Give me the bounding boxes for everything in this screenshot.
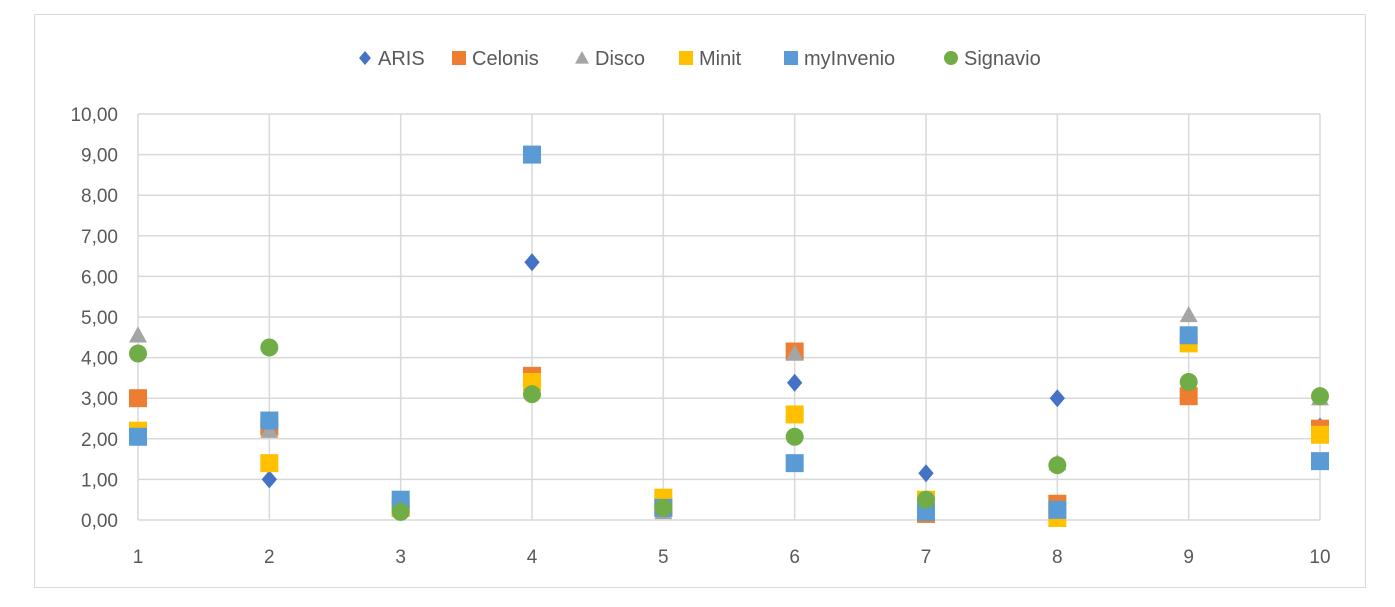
gridlines [137,113,1321,521]
y-tick-label: 9,00 [81,146,118,167]
signavio-point [785,427,804,446]
signavio-point [917,490,935,509]
y-tick-label: 5,00 [81,308,118,329]
legend-marker-aris [359,51,371,65]
minit-point [260,454,279,473]
celonis-point [1179,387,1198,406]
myinvenio-point [129,427,147,446]
legend-marker-myinvenio [784,51,798,65]
signavio-point [391,502,410,521]
signavio-point [523,385,541,404]
x-tick-label: 8 [1052,547,1063,568]
x-tick-label: 2 [264,547,275,568]
y-axis-ticks: 0,00 1,00 2,00 3,00 4,00 5,00 6,00 7,00 8,00 9,00… [70,105,118,532]
myinvenio-point [1048,500,1067,519]
disco-point [129,326,147,343]
myinvenio-point [260,411,279,430]
legend-item-signavio: Signavio [944,48,1041,70]
y-tick-label: 2,00 [81,430,118,451]
legend-label-aris: ARIS [378,48,425,70]
legend-marker-disco [575,51,589,64]
y-tick-label: 7,00 [81,227,118,248]
disco-point [260,421,279,438]
aris-point [1049,389,1065,408]
legend-label-myinvenio: myInvenio [804,48,895,70]
x-tick-label: 5 [658,547,669,568]
disco-point [1179,305,1198,323]
data-points [129,145,1329,527]
aris-point [787,373,803,392]
myinvenio-point [523,145,541,164]
y-tick-label: 6,00 [81,267,118,288]
x-tick-label: 6 [789,547,800,568]
legend-label-signavio: Signavio [964,48,1041,70]
signavio-point [129,344,147,363]
legend-item-minit: Minit [679,48,742,70]
minit-point [1311,425,1329,444]
myinvenio-point [785,454,804,473]
x-tick-label: 3 [395,547,406,568]
signavio-point [260,338,279,357]
x-tick-label: 9 [1183,547,1194,568]
x-tick-label: 1 [133,547,144,568]
signavio-point [1179,372,1198,391]
legend-marker-minit [679,51,693,65]
y-tick-label: 8,00 [81,186,118,207]
legend-marker-signavio [944,51,958,65]
x-axis-ticks: 1 2 3 4 5 6 7 8 9 10 [133,547,1331,568]
myinvenio-point [1311,452,1329,471]
y-tick-label: 10,00 [70,105,118,126]
legend-item-disco: Disco [575,48,645,70]
y-tick-label: 0,00 [81,511,118,532]
legend-item-celonis: Celonis [452,48,539,70]
signavio-point [1048,456,1067,475]
legend-marker-celonis [452,51,466,65]
myinvenio-point [1179,326,1198,345]
legend: ARIS Celonis Disco Minit myInvenio Signavio [359,48,1041,70]
legend-item-aris: ARIS [359,48,425,70]
aris-point [261,470,277,489]
y-tick-label: 3,00 [81,389,118,410]
legend-label-celonis: Celonis [472,48,539,70]
minit-point [785,405,804,424]
celonis-point [129,389,147,408]
aris-point [524,253,540,272]
x-tick-label: 10 [1309,547,1330,568]
signavio-point [654,498,673,517]
chart-frame [34,14,1366,588]
legend-label-minit: Minit [699,48,742,70]
signavio-point [1311,387,1329,406]
legend-label-disco: Disco [595,48,645,70]
disco-point [785,344,804,361]
x-tick-label: 7 [921,547,932,568]
y-tick-label: 4,00 [81,349,118,370]
aris-point [918,464,934,483]
x-tick-label: 4 [527,547,538,568]
legend-item-myinvenio: myInvenio [784,48,895,70]
y-tick-label: 1,00 [81,470,118,491]
